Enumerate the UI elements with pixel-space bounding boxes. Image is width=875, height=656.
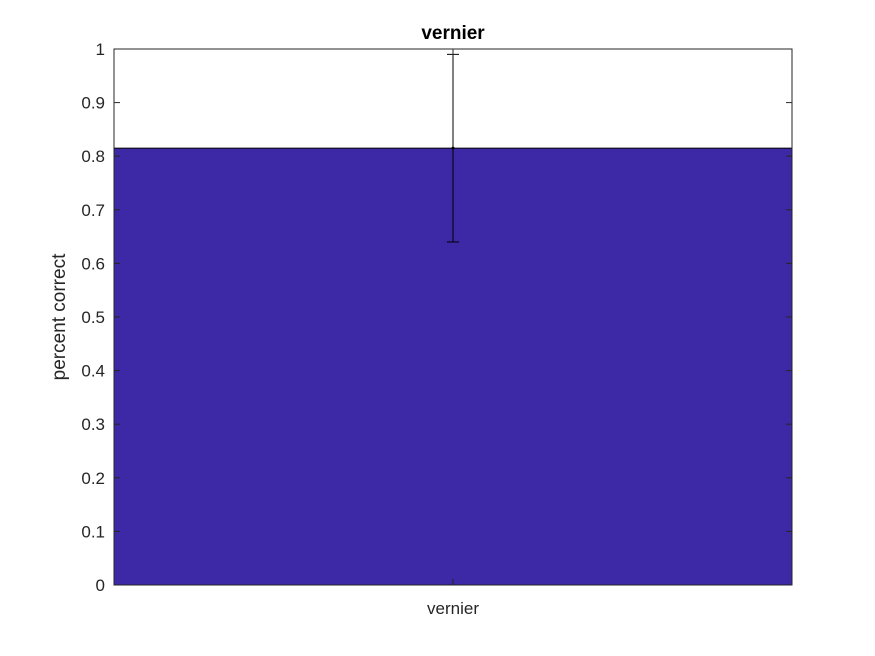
y-tick-label-4: 0.4	[81, 362, 105, 381]
y-tick-label-3: 0.3	[81, 415, 105, 434]
y-tick-label-6: 0.6	[81, 254, 105, 273]
y-tick-label-2: 0.2	[81, 469, 105, 488]
y-tick-label-7: 0.7	[81, 201, 105, 220]
y-tick-label-10: 1	[96, 40, 105, 59]
y-axis-label: percent correct	[49, 253, 70, 380]
x-tick-label-0: vernier	[427, 599, 479, 618]
y-ticks-layer: 0 0.1 0.2 0.3 0.4 0.5 0.6 0.7 0.8 0.9 1	[81, 40, 792, 595]
y-tick-label-8: 0.8	[81, 147, 105, 166]
y-tick-label-9: 0.9	[81, 94, 105, 113]
y-tick-label-5: 0.5	[81, 308, 105, 327]
y-tick-label-0: 0	[96, 576, 105, 595]
x-ticks-layer: vernier	[427, 49, 479, 618]
chart-title: vernier	[421, 23, 485, 44]
y-tick-label-1: 0.1	[81, 522, 105, 541]
error-bar-center-0	[451, 146, 455, 150]
